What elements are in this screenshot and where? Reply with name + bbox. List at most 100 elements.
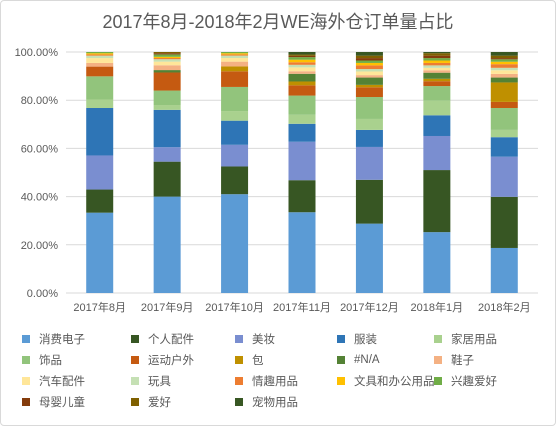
- y-tick-label: 0.00%: [27, 288, 58, 300]
- x-tick-label: 2017年11月: [273, 300, 331, 314]
- bar-segment: [86, 155, 114, 190]
- bar-segment: [288, 114, 316, 124]
- bar-segment: [86, 53, 114, 55]
- bar-segment: [355, 97, 383, 119]
- bar-segment: [355, 60, 383, 63]
- bar-segment: [221, 52, 249, 54]
- bar-segment: [288, 180, 316, 213]
- bar-segment: [355, 223, 383, 293]
- legend-swatch: [131, 398, 139, 406]
- legend-label: #N/A: [354, 354, 380, 366]
- bar-segment: [423, 81, 451, 87]
- bar-segment: [355, 52, 383, 56]
- legend-label: 母婴儿童: [39, 397, 85, 409]
- bar-segment: [490, 129, 518, 138]
- bar-segment: [153, 90, 181, 106]
- bar-segment: [355, 75, 383, 78]
- bar-segment: [423, 70, 451, 73]
- legend-item: 消费电子: [22, 331, 85, 347]
- bar-segment: [153, 53, 181, 55]
- legend-item: 玩具: [131, 373, 171, 389]
- bar-segment: [423, 135, 451, 171]
- legend-swatch: [337, 356, 345, 364]
- legend-label: 饰品: [39, 355, 62, 367]
- legend-label: 个人配件: [148, 334, 194, 346]
- legend-item: 包: [235, 352, 264, 368]
- bar-segment: [221, 166, 249, 195]
- bar-segment: [490, 101, 518, 108]
- bar-segment: [288, 123, 316, 142]
- bar-segment: [490, 107, 518, 130]
- bar-segment: [355, 146, 383, 180]
- bar-segment: [423, 58, 451, 61]
- legend-item: 宠物用品: [235, 394, 298, 410]
- bar-segment: [355, 62, 383, 66]
- legend-item: 家居用品: [434, 331, 497, 347]
- bar-segment: [355, 69, 383, 72]
- bar-segment: [221, 144, 249, 167]
- bar-segment: [288, 85, 316, 96]
- bar-segment: [423, 232, 451, 293]
- bar-segment: [490, 52, 518, 56]
- bar-segment: [288, 71, 316, 74]
- bar-segment: [355, 55, 383, 59]
- legend-label: 汽车配件: [39, 376, 85, 388]
- bar-segment: [288, 52, 316, 55]
- legend-item: 服装: [337, 331, 377, 347]
- bar-segment: [153, 65, 181, 71]
- legend-item: 汽车配件: [22, 373, 85, 389]
- y-tick-label: 80.00%: [21, 95, 59, 107]
- bar-segment: [221, 86, 249, 112]
- bar-segment: [288, 81, 316, 86]
- bar-segment: [490, 59, 518, 62]
- bar-segment: [288, 59, 316, 63]
- bar-segment: [423, 86, 451, 101]
- x-tick-label: 2018年1月: [411, 300, 464, 314]
- bar-segment: [221, 71, 249, 87]
- bar-segment: [288, 212, 316, 293]
- bar-segment: [86, 62, 114, 67]
- bar-segment: [423, 100, 451, 116]
- legend-label: 玩具: [148, 376, 171, 388]
- bar-segment: [423, 170, 451, 233]
- legend-swatch: [22, 335, 30, 343]
- bar-segment: [153, 109, 181, 148]
- bar-segment: [288, 62, 316, 65]
- x-tick-label: 2017年8月: [73, 300, 126, 314]
- legend-swatch: [22, 356, 30, 364]
- bar-segment: [221, 66, 249, 72]
- bar-segment: [423, 53, 451, 56]
- bar-segment: [355, 179, 383, 224]
- legend-label: 爱好: [148, 397, 171, 409]
- bar-segment: [221, 58, 249, 62]
- bar-segment: [490, 137, 518, 157]
- bar-segment: [153, 52, 181, 54]
- legend-item: 运动户外: [131, 352, 194, 368]
- bar-segment: [490, 70, 518, 74]
- legend-label: 运动户外: [148, 355, 194, 367]
- bar-segment: [153, 61, 181, 66]
- legend-label: 包: [252, 355, 264, 367]
- x-tick-label: 2018年2月: [478, 300, 531, 314]
- bar-segment: [288, 57, 316, 60]
- legend-label: 兴趣爱好: [451, 376, 497, 388]
- legend-item: #N/A: [337, 352, 380, 368]
- x-tick-label: 2017年12月: [340, 300, 399, 314]
- bar-segment: [423, 72, 451, 79]
- bar-segment: [153, 59, 181, 62]
- legend-label: 美妆: [252, 334, 275, 346]
- x-tick-label: 2017年9月: [141, 300, 194, 314]
- bar-segment: [153, 58, 181, 60]
- legend-swatch: [337, 377, 345, 385]
- bar-segment: [153, 147, 181, 162]
- bar-segment: [490, 61, 518, 65]
- legend-swatch: [22, 398, 30, 406]
- x-tick-label: 2017年10月: [205, 300, 264, 314]
- bar-segment: [423, 115, 451, 136]
- bar-segment: [153, 161, 181, 197]
- bar-segment: [423, 78, 451, 82]
- bar-segment: [288, 95, 316, 115]
- legend-swatch: [131, 335, 139, 343]
- legend-item: 爱好: [131, 394, 171, 410]
- legend-item: 饰品: [22, 352, 62, 368]
